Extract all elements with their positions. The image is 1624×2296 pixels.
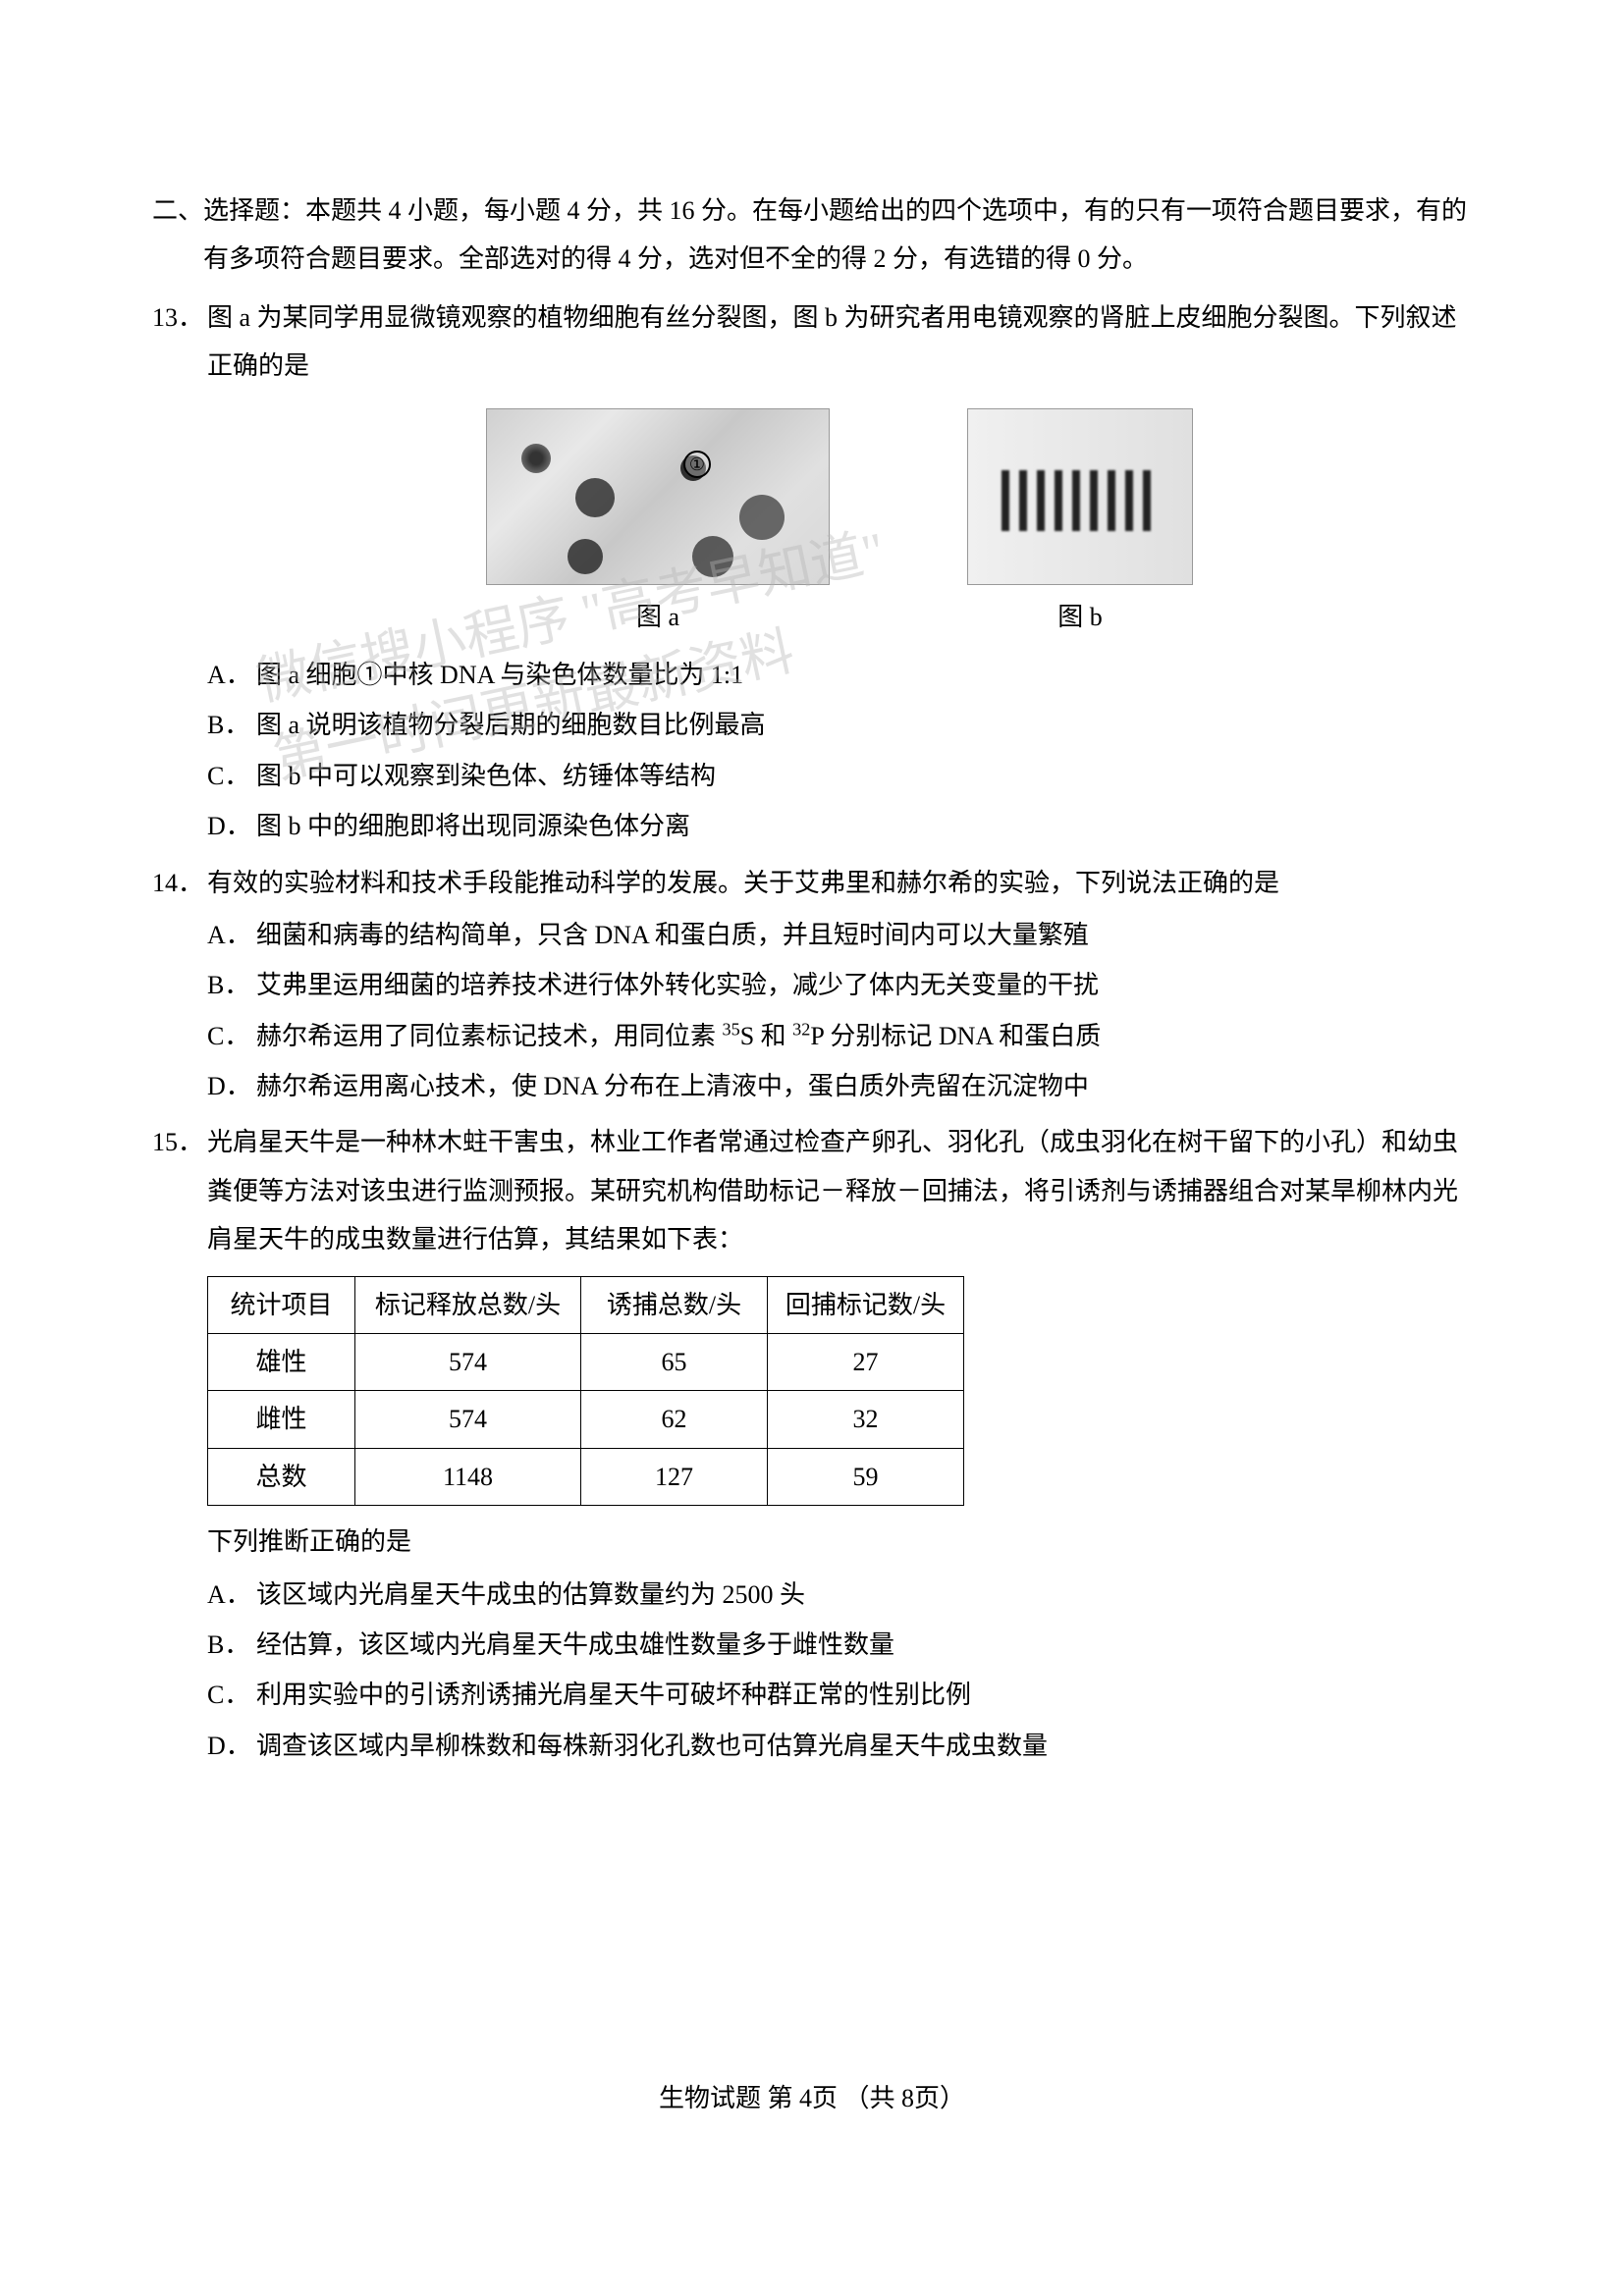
- question-14: 14． 有效的实验材料和技术手段能推动科学的发展。关于艾弗里和赫尔希的实验，下列…: [152, 859, 1472, 1113]
- option-text: 图 a 细胞①中核 DNA 与染色体数量比为 1:1: [256, 651, 1472, 699]
- option-letter: A．: [207, 651, 256, 699]
- q15-table-container: 统计项目 标记释放总数/头 诱捕总数/头 回捕标记数/头 雄性 574 65 2…: [207, 1276, 1472, 1507]
- page-content: 二、 选择题：本题共 4 小题，每小题 4 分，共 16 分。在每小题给出的四个…: [0, 0, 1624, 1772]
- section-2-text: 选择题：本题共 4 小题，每小题 4 分，共 16 分。在每小题给出的四个选项中…: [203, 187, 1472, 284]
- q15-option-a: A． 该区域内光肩星天牛成虫的估算数量约为 2500 头: [207, 1571, 1472, 1619]
- q15-table: 统计项目 标记释放总数/头 诱捕总数/头 回捕标记数/头 雄性 574 65 2…: [207, 1276, 964, 1507]
- q14-stem: 有效的实验材料和技术手段能推动科学的发展。关于艾弗里和赫尔希的实验，下列说法正确…: [207, 859, 1472, 907]
- q13-number: 13．: [152, 294, 207, 853]
- q14-c-prefix: 赫尔希运用了同位素标记技术，用同位素: [256, 1022, 723, 1050]
- option-letter: A．: [207, 1571, 256, 1619]
- table-cell: 雄性: [208, 1334, 355, 1391]
- q13-figures: ① 图 a 图 b: [207, 408, 1472, 641]
- q15-post-table: 下列推断正确的是: [207, 1518, 1472, 1566]
- q15-body: 光肩星天牛是一种林木蛀干害虫，林业工作者常通过检查产卵孔、羽化孔（成虫羽化在树干…: [207, 1118, 1472, 1772]
- table-row: 雄性 574 65 27: [208, 1334, 964, 1391]
- q14-option-a: A． 细菌和病毒的结构简单，只含 DNA 和蛋白质，并且短时间内可以大量繁殖: [207, 911, 1472, 959]
- q13-stem: 图 a 为某同学用显微镜观察的植物细胞有丝分裂图，图 b 为研究者用电镜观察的肾…: [207, 294, 1472, 391]
- q15-stem: 光肩星天牛是一种林木蛀干害虫，林业工作者常通过检查产卵孔、羽化孔（成虫羽化在树干…: [207, 1118, 1472, 1263]
- q14-c-sup1: 35: [723, 1019, 740, 1039]
- q14-c-iso2: P 分别标记 DNA 和蛋白质: [810, 1022, 1101, 1050]
- option-text: 图 b 中可以观察到染色体、纺锤体等结构: [256, 752, 1472, 800]
- table-row: 雌性 574 62 32: [208, 1391, 964, 1448]
- section-2-prefix: 二、: [152, 187, 203, 284]
- section-2-header: 二、 选择题：本题共 4 小题，每小题 4 分，共 16 分。在每小题给出的四个…: [152, 187, 1472, 284]
- q13-option-c: C． 图 b 中可以观察到染色体、纺锤体等结构: [207, 752, 1472, 800]
- table-cell: 65: [581, 1334, 768, 1391]
- option-text: 调查该区域内旱柳株数和每株新羽化孔数也可估算光肩星天牛成虫数量: [256, 1722, 1472, 1770]
- option-text: 图 a 说明该植物分裂后期的细胞数目比例最高: [256, 701, 1472, 749]
- table-cell: 59: [768, 1448, 964, 1505]
- q14-option-b: B． 艾弗里运用细菌的培养技术进行体外转化实验，减少了体内无关变量的干扰: [207, 961, 1472, 1009]
- option-letter: D．: [207, 802, 256, 850]
- q13-option-a: A． 图 a 细胞①中核 DNA 与染色体数量比为 1:1: [207, 651, 1472, 699]
- table-header: 回捕标记数/头: [768, 1276, 964, 1333]
- table-cell: 32: [768, 1391, 964, 1448]
- table-cell: 127: [581, 1448, 768, 1505]
- option-letter: B．: [207, 961, 256, 1009]
- table-cell: 62: [581, 1391, 768, 1448]
- question-15: 15． 光肩星天牛是一种林木蛀干害虫，林业工作者常通过检查产卵孔、羽化孔（成虫羽…: [152, 1118, 1472, 1772]
- option-letter: D．: [207, 1062, 256, 1110]
- option-letter: C．: [207, 1671, 256, 1719]
- option-text: 利用实验中的引诱剂诱捕光肩星天牛可破坏种群正常的性别比例: [256, 1671, 1472, 1719]
- option-letter: C．: [207, 1012, 256, 1060]
- figure-b-image: [967, 408, 1193, 585]
- q14-c-sup2: 32: [792, 1019, 810, 1039]
- option-text: 赫尔希运用了同位素标记技术，用同位素 35S 和 32P 分别标记 DNA 和蛋…: [256, 1012, 1472, 1060]
- option-letter: B．: [207, 1621, 256, 1669]
- q13-option-b: B． 图 a 说明该植物分裂后期的细胞数目比例最高: [207, 701, 1472, 749]
- page-footer: 生物试题 第 4页 （共 8页）: [0, 2078, 1624, 2114]
- q14-body: 有效的实验材料和技术手段能推动科学的发展。关于艾弗里和赫尔希的实验，下列说法正确…: [207, 859, 1472, 1113]
- q13-option-d: D． 图 b 中的细胞即将出现同源染色体分离: [207, 802, 1472, 850]
- table-header-row: 统计项目 标记释放总数/头 诱捕总数/头 回捕标记数/头: [208, 1276, 964, 1333]
- q15-option-c: C． 利用实验中的引诱剂诱捕光肩星天牛可破坏种群正常的性别比例: [207, 1671, 1472, 1719]
- option-letter: D．: [207, 1722, 256, 1770]
- table-header: 诱捕总数/头: [581, 1276, 768, 1333]
- q13-body: 图 a 为某同学用显微镜观察的植物细胞有丝分裂图，图 b 为研究者用电镜观察的肾…: [207, 294, 1472, 853]
- figure-a-marker: ①: [683, 451, 711, 478]
- table-header: 标记释放总数/头: [355, 1276, 581, 1333]
- option-letter: B．: [207, 701, 256, 749]
- question-13: 13． 图 a 为某同学用显微镜观察的植物细胞有丝分裂图，图 b 为研究者用电镜…: [152, 294, 1472, 853]
- q14-option-c: C． 赫尔希运用了同位素标记技术，用同位素 35S 和 32P 分别标记 DNA…: [207, 1012, 1472, 1060]
- option-text: 该区域内光肩星天牛成虫的估算数量约为 2500 头: [256, 1571, 1472, 1619]
- option-text: 经估算，该区域内光肩星天牛成虫雄性数量多于雌性数量: [256, 1621, 1472, 1669]
- q15-number: 15．: [152, 1118, 207, 1772]
- option-text: 赫尔希运用离心技术，使 DNA 分布在上清液中，蛋白质外壳留在沉淀物中: [256, 1062, 1472, 1110]
- option-text: 艾弗里运用细菌的培养技术进行体外转化实验，减少了体内无关变量的干扰: [256, 961, 1472, 1009]
- q13-figure-b: 图 b: [967, 408, 1193, 641]
- option-letter: A．: [207, 911, 256, 959]
- table-cell: 雌性: [208, 1391, 355, 1448]
- q15-option-d: D． 调查该区域内旱柳株数和每株新羽化孔数也可估算光肩星天牛成虫数量: [207, 1722, 1472, 1770]
- option-letter: C．: [207, 752, 256, 800]
- table-cell: 574: [355, 1391, 581, 1448]
- option-text: 细菌和病毒的结构简单，只含 DNA 和蛋白质，并且短时间内可以大量繁殖: [256, 911, 1472, 959]
- table-header: 统计项目: [208, 1276, 355, 1333]
- figure-a-caption: 图 a: [636, 593, 679, 641]
- q13-figure-a: ① 图 a: [486, 408, 830, 641]
- q14-number: 14．: [152, 859, 207, 1113]
- table-cell: 27: [768, 1334, 964, 1391]
- q14-option-d: D． 赫尔希运用离心技术，使 DNA 分布在上清液中，蛋白质外壳留在沉淀物中: [207, 1062, 1472, 1110]
- table-row: 总数 1148 127 59: [208, 1448, 964, 1505]
- figure-b-caption: 图 b: [1057, 593, 1103, 641]
- q15-option-b: B． 经估算，该区域内光肩星天牛成虫雄性数量多于雌性数量: [207, 1621, 1472, 1669]
- table-cell: 总数: [208, 1448, 355, 1505]
- table-cell: 574: [355, 1334, 581, 1391]
- option-text: 图 b 中的细胞即将出现同源染色体分离: [256, 802, 1472, 850]
- table-cell: 1148: [355, 1448, 581, 1505]
- figure-a-image: ①: [486, 408, 830, 585]
- q14-c-iso1: S 和: [740, 1022, 792, 1050]
